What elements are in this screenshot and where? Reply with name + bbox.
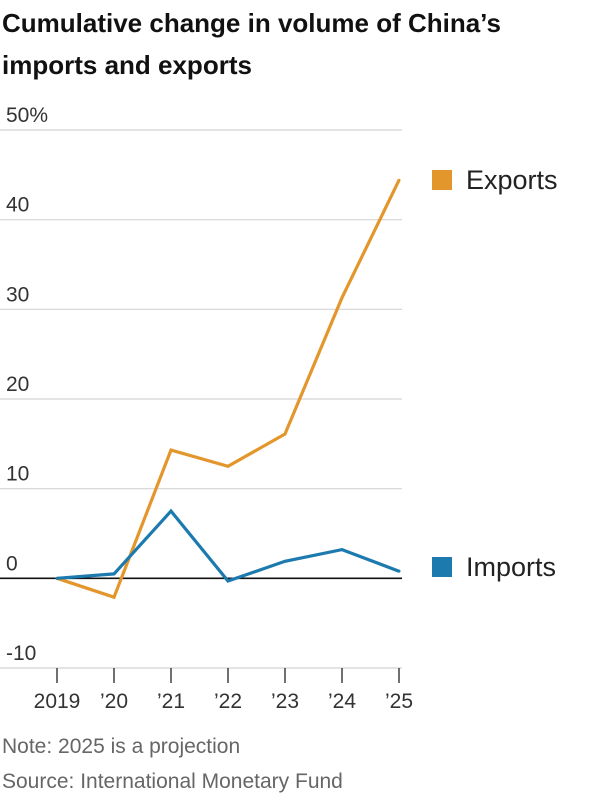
legend-swatch-imports bbox=[432, 557, 452, 577]
legend: Exports Imports bbox=[432, 165, 558, 582]
data-point-exports bbox=[112, 595, 116, 599]
y-tick-label: 40 bbox=[6, 194, 29, 217]
x-tick-label: 2019 bbox=[34, 690, 81, 713]
x-tick-label: ’24 bbox=[328, 690, 356, 713]
chart-title: Cumulative change in volume of China’s i… bbox=[2, 8, 501, 80]
y-tick-label: 10 bbox=[6, 463, 29, 486]
x-tick-label: ’21 bbox=[157, 690, 185, 713]
data-point-imports bbox=[283, 559, 287, 563]
footnote: Note: 2025 is a projection bbox=[2, 735, 241, 758]
series-line-imports bbox=[56, 508, 400, 583]
data-point-imports bbox=[55, 576, 59, 580]
legend-swatch-exports bbox=[432, 170, 452, 190]
data-point-exports bbox=[397, 178, 401, 182]
x-tick-label: ’22 bbox=[214, 690, 242, 713]
data-point-exports bbox=[169, 448, 173, 452]
y-tick-label: 20 bbox=[6, 373, 29, 396]
series-line-exports bbox=[56, 179, 401, 600]
data-point-exports bbox=[283, 432, 287, 436]
line-chart: 50% 40 30 20 10 0 -10 2019 ’20 ’21 ’22 ’23 ’24 ’25 E… bbox=[0, 104, 558, 713]
data-point-imports bbox=[340, 548, 344, 552]
data-point-imports bbox=[112, 572, 116, 576]
data-point-exports bbox=[226, 464, 230, 468]
x-tick-label: ’23 bbox=[271, 690, 299, 713]
source-note: Source: International Monetary Fund bbox=[2, 770, 343, 793]
data-point-imports bbox=[169, 509, 173, 513]
x-axis-ticks: 2019 ’20 ’21 ’22 ’23 ’24 ’25 bbox=[34, 668, 413, 713]
y-tick-label: -10 bbox=[6, 642, 36, 665]
x-tick-label: ’20 bbox=[100, 690, 128, 713]
gridlines bbox=[0, 129, 402, 669]
data-point-imports bbox=[226, 579, 230, 583]
legend-label-imports: Imports bbox=[466, 552, 556, 582]
y-tick-label: 30 bbox=[6, 283, 29, 306]
x-tick-label: ’25 bbox=[385, 690, 413, 713]
data-point-imports bbox=[397, 569, 401, 573]
legend-label-exports: Exports bbox=[466, 165, 558, 195]
series-lines bbox=[55, 178, 401, 600]
data-point-exports bbox=[340, 296, 344, 300]
y-tick-label: 50% bbox=[6, 104, 48, 127]
y-tick-label: 0 bbox=[6, 552, 18, 575]
y-axis-ticks: 50% 40 30 20 10 0 -10 bbox=[6, 104, 48, 665]
